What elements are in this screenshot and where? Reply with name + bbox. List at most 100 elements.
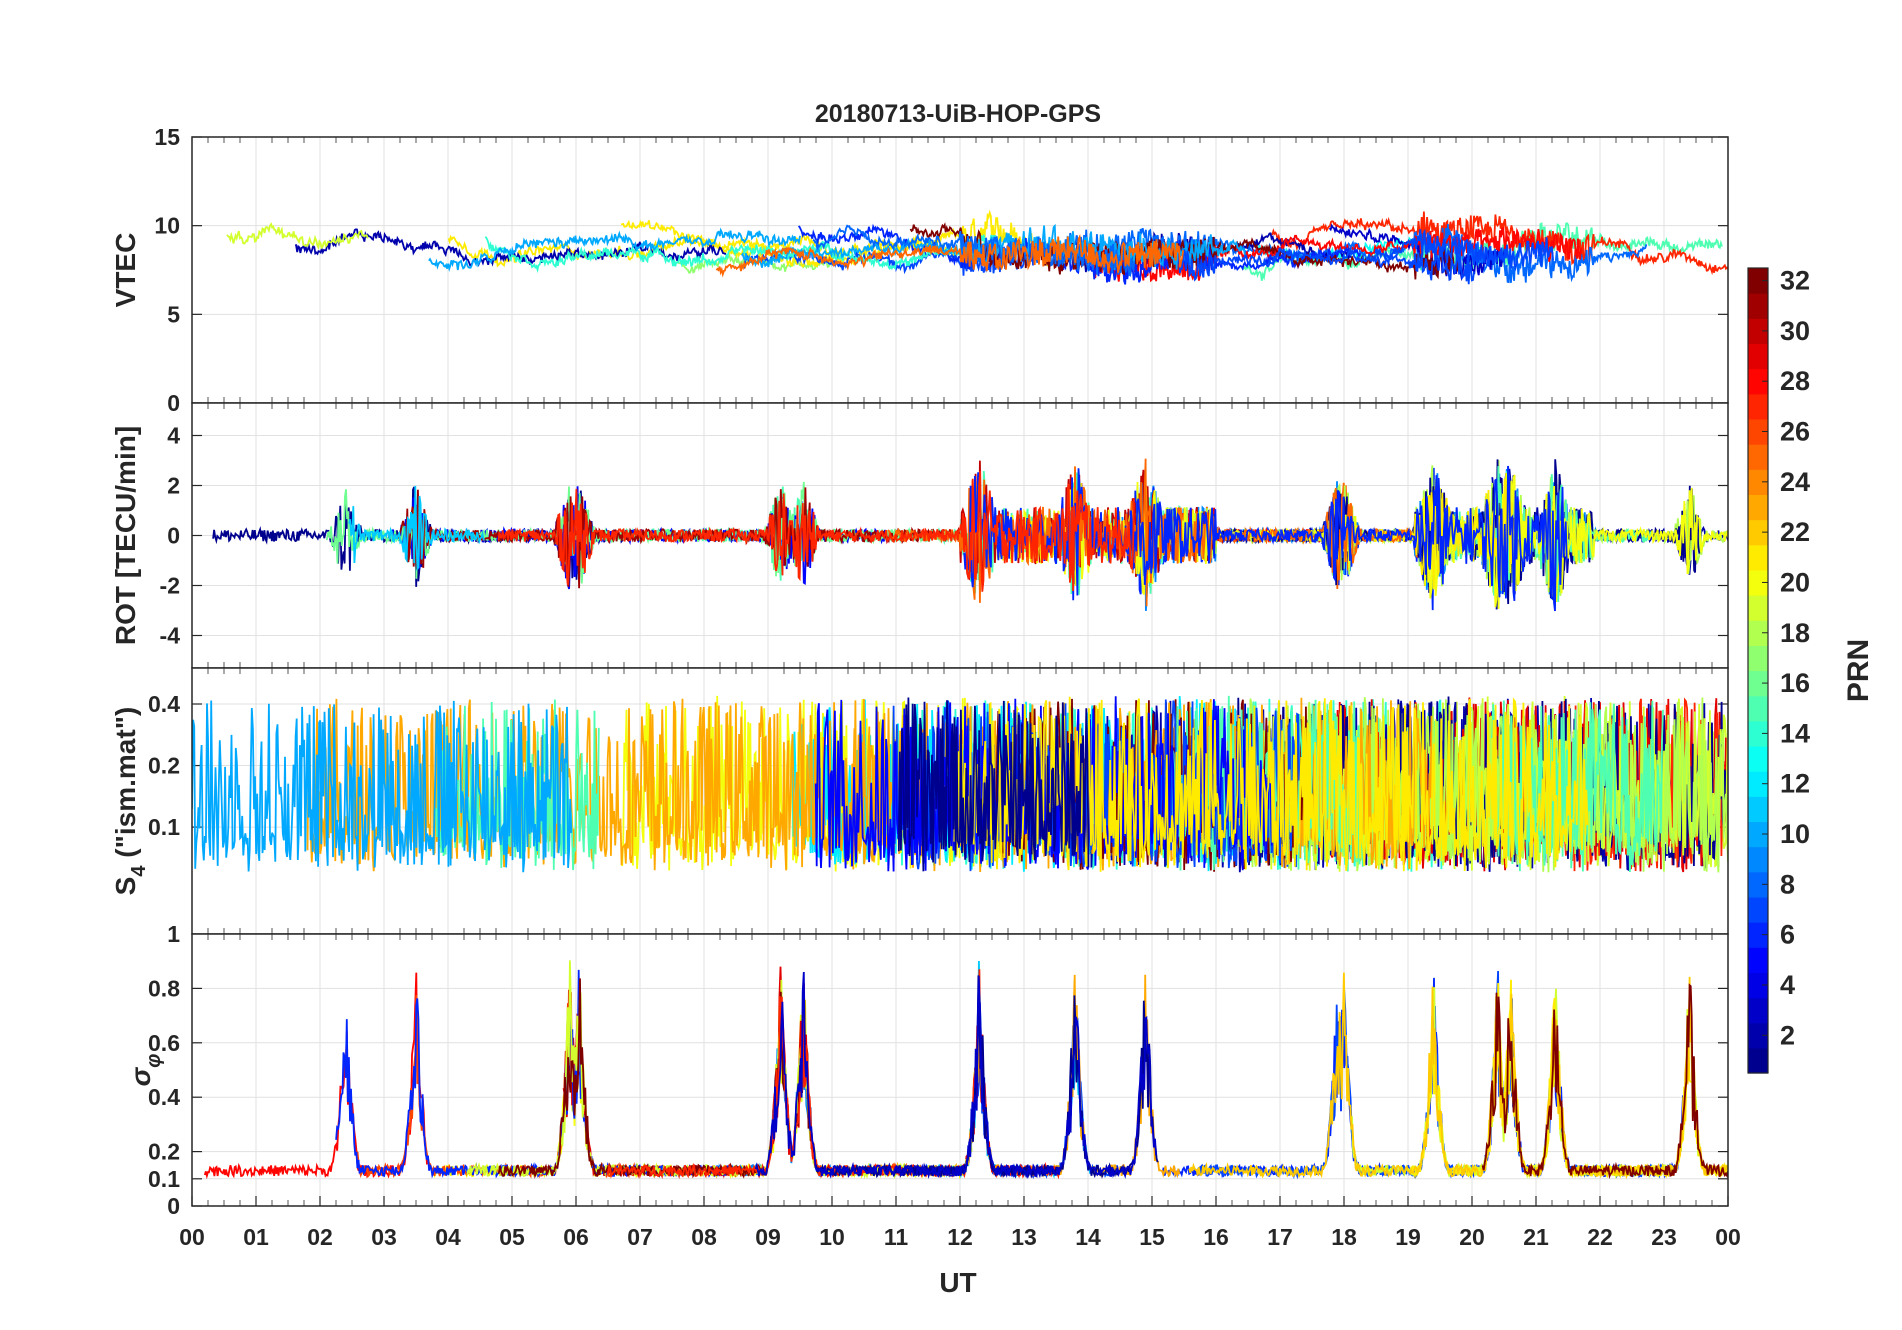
- colorbar-segment: [1748, 1047, 1768, 1074]
- colorbar-segment: [1748, 393, 1768, 420]
- series-group: [203, 960, 1728, 1180]
- colorbar-segment: [1748, 771, 1768, 797]
- y-axis-label: S4 ("ism.mat"): [110, 707, 150, 896]
- series-group: [212, 458, 1728, 612]
- panel-s4: 0.1 0.2 0.4S4 ("ism.mat"): [110, 667, 1729, 935]
- colorbar-segment: [1748, 318, 1768, 345]
- colorbar-tick-label: 4: [1780, 970, 1795, 1000]
- colorbar-segment: [1748, 368, 1768, 395]
- colorbar-segment: [1748, 720, 1768, 747]
- colorbar-segment: [1748, 343, 1768, 370]
- colorbar-tick-label: 14: [1780, 718, 1810, 748]
- x-tick-label: 07: [627, 1224, 653, 1250]
- colorbar-tick-label: 30: [1780, 316, 1810, 346]
- colorbar-tick-label: 8: [1780, 869, 1795, 899]
- colorbar-tick-label: 20: [1780, 567, 1810, 597]
- x-tick-label: 13: [1011, 1224, 1037, 1250]
- x-tick-label: 21: [1523, 1224, 1549, 1250]
- colorbar-tick-label: 32: [1780, 266, 1810, 296]
- series-line-prn-6: [963, 465, 1568, 612]
- series-group: [226, 209, 1728, 285]
- panel-sigma: 00.10.2 0.4 0.6 0.8 1 σφ: [125, 921, 1729, 1219]
- series-line-prn-3: [754, 971, 1157, 1180]
- y-tick-label: 1: [167, 921, 180, 947]
- x-tick-label: 00: [179, 1224, 205, 1250]
- x-tick-label: 04: [435, 1224, 461, 1250]
- colorbar-segment: [1748, 620, 1768, 646]
- x-tick-label: 19: [1395, 1224, 1421, 1250]
- colorbar-segment: [1748, 1022, 1768, 1049]
- x-tick-label: 16: [1203, 1224, 1229, 1250]
- x-tick-label: 14: [1075, 1224, 1101, 1250]
- chart-title: 20180713-UiB-HOP-GPS: [815, 100, 1101, 128]
- y-tick-label: 5: [167, 301, 180, 327]
- x-tick-label: 23: [1651, 1224, 1677, 1250]
- y-tick-label: -4: [160, 623, 181, 649]
- series-line-prn-1: [897, 697, 1090, 872]
- x-tick-label: 11: [884, 1224, 909, 1250]
- colorbar-segment: [1748, 268, 1768, 294]
- colorbar-tick-label: 12: [1780, 769, 1810, 799]
- y-tick-label: 0.1: [148, 1166, 180, 1192]
- series-line-prn-22: [1188, 972, 1728, 1180]
- colorbar-segment: [1748, 544, 1768, 571]
- y-tick-label: 0.2: [148, 753, 180, 779]
- y-tick-label: 4: [167, 423, 180, 449]
- x-tick-label: 18: [1331, 1224, 1357, 1250]
- panel-vtec: 0 5 10 15 VTEC: [110, 124, 1729, 416]
- series-line-prn-10: [428, 227, 801, 273]
- y-axis-label: σφ: [125, 1054, 165, 1087]
- x-tick-label: 20: [1459, 1224, 1485, 1250]
- x-tick-label: 09: [755, 1224, 781, 1250]
- x-tick-label: 15: [1139, 1224, 1165, 1250]
- colorbar-segment: [1748, 997, 1768, 1024]
- y-tick-label: 0.6: [148, 1030, 180, 1056]
- y-tick-label: 0.4: [148, 691, 180, 717]
- series-line-prn-27: [497, 470, 1135, 592]
- y-tick-label: 2: [167, 473, 180, 499]
- x-tick-label: 00: [1715, 1224, 1741, 1250]
- x-tick-label: 05: [499, 1224, 525, 1250]
- y-tick-label: 0.2: [148, 1139, 180, 1165]
- colorbar-tick-label: 2: [1780, 1020, 1795, 1050]
- colorbar-segment: [1748, 846, 1768, 873]
- colorbar-segment: [1748, 494, 1768, 521]
- colorbar-segment: [1748, 947, 1768, 973]
- x-tick-label: 10: [819, 1224, 845, 1250]
- colorbar-segment: [1748, 293, 1768, 319]
- colorbar-tick-label: 16: [1780, 668, 1810, 698]
- series-line-prn-27: [1271, 211, 1728, 276]
- colorbar-segment: [1748, 469, 1768, 496]
- x-tick-label: 08: [691, 1224, 717, 1250]
- colorbar-tick-label: 10: [1780, 819, 1810, 849]
- y-tick-label: 0: [167, 1193, 180, 1219]
- colorbar-segment: [1748, 745, 1768, 772]
- series-line-prn-28: [1092, 226, 1582, 283]
- x-tick-label: 01: [243, 1224, 269, 1250]
- colorbar-frame: [1747, 267, 1769, 1074]
- colorbar-segment: [1748, 569, 1768, 596]
- x-tick-label: 02: [307, 1224, 333, 1250]
- series-line-prn-25: [715, 233, 1185, 278]
- series-line-prn-7: [1177, 246, 1475, 285]
- y-tick-label: 0.1: [148, 814, 180, 840]
- y-tick-label: -2: [160, 573, 180, 599]
- x-axis: 00 01 02 03 04 05 06 07 08 09 10 11 12 13 14 15 16 17 18 19…: [179, 1196, 1741, 1250]
- series-line-prn-10: [192, 700, 573, 873]
- colorbar-segment: [1748, 896, 1768, 923]
- colorbar-tick-label: 22: [1780, 517, 1810, 547]
- colorbar-tick-label: 24: [1780, 467, 1810, 497]
- y-tick-label: 15: [154, 124, 180, 150]
- series-line-prn-32: [1481, 983, 1728, 1180]
- colorbar-tick-label: 6: [1780, 920, 1795, 950]
- y-axis-label: VTEC: [110, 233, 141, 308]
- x-tick-label: 06: [563, 1224, 589, 1250]
- series-group: [192, 695, 1728, 873]
- panel-rot: -4 -2 0 2 4 ROT [TECU/min]: [110, 402, 1729, 669]
- series-line-prn-23: [306, 698, 896, 872]
- y-tick-label: 0.8: [148, 975, 180, 1001]
- x-tick-label: 12: [947, 1224, 973, 1250]
- x-tick-label: 17: [1267, 1224, 1293, 1250]
- colorbar-tick-label: 28: [1780, 366, 1810, 396]
